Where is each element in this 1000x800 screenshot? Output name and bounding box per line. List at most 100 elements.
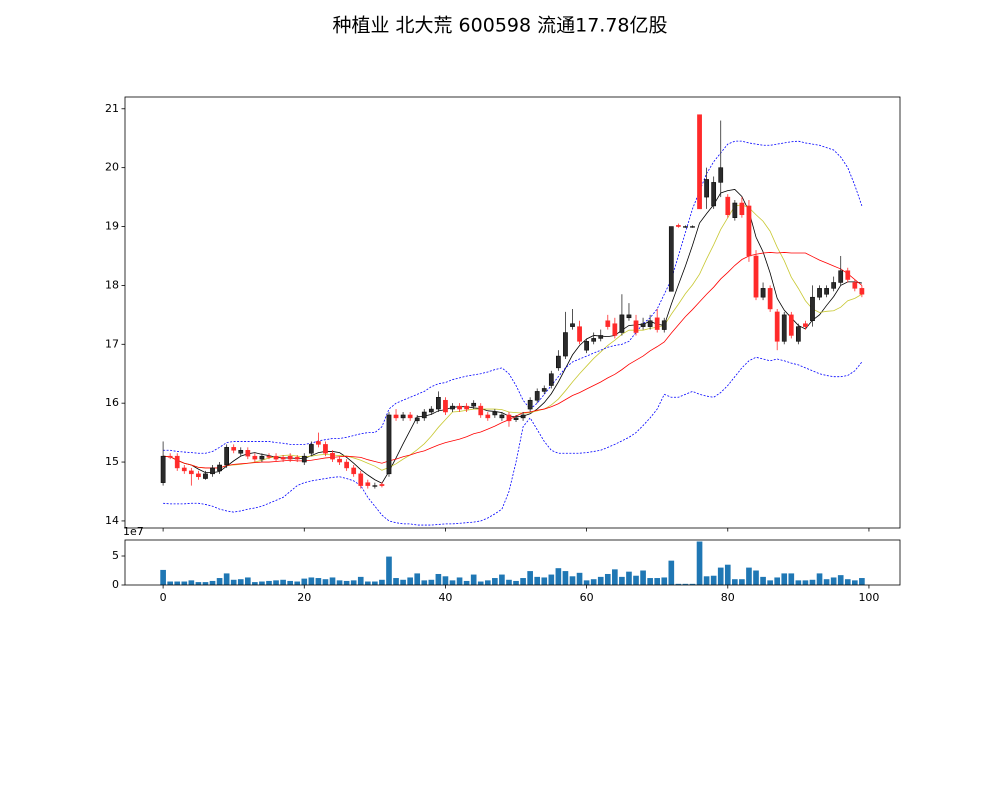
candle-body bbox=[718, 167, 724, 183]
volume-bar bbox=[237, 579, 244, 585]
candle-body bbox=[316, 441, 321, 445]
volume-bar bbox=[541, 577, 548, 585]
x-tick-label: 20 bbox=[297, 591, 311, 604]
candle-body bbox=[859, 288, 865, 295]
volume-bar bbox=[167, 581, 173, 585]
candle-body bbox=[414, 417, 420, 422]
candle-body bbox=[280, 457, 286, 460]
volume-bar bbox=[852, 580, 858, 585]
volume-bar bbox=[739, 579, 745, 585]
candle-body bbox=[577, 326, 582, 342]
volume-bar bbox=[195, 582, 202, 585]
candle-body bbox=[690, 226, 695, 228]
candle-body bbox=[188, 470, 194, 475]
volume-bar bbox=[449, 580, 456, 585]
candle-body bbox=[598, 335, 604, 339]
volume-bar bbox=[181, 581, 188, 585]
axes-frame bbox=[124, 96, 901, 529]
y-tick-label: 21 bbox=[105, 102, 119, 115]
volume-bar bbox=[633, 575, 639, 585]
volume-bar bbox=[837, 575, 844, 585]
candle-body bbox=[210, 467, 215, 475]
y-tick-label: 20 bbox=[105, 161, 119, 174]
volume-bar bbox=[732, 579, 738, 585]
volume-bar bbox=[336, 580, 343, 585]
volume-bar bbox=[273, 580, 279, 585]
volume-bar bbox=[604, 573, 611, 585]
volume-bar bbox=[668, 560, 675, 585]
volume-bar bbox=[626, 571, 632, 585]
volume-bar bbox=[372, 581, 378, 585]
candle-body bbox=[527, 399, 533, 410]
candle-body bbox=[181, 467, 187, 472]
candle-body bbox=[400, 414, 406, 419]
volume-bar bbox=[414, 573, 421, 585]
volume-bar bbox=[682, 583, 689, 585]
indicator-line bbox=[163, 204, 863, 471]
candle-body bbox=[308, 444, 314, 454]
candle-body bbox=[287, 455, 293, 460]
volume-bar bbox=[463, 580, 470, 585]
volume-bar bbox=[647, 578, 653, 585]
candle-body bbox=[323, 444, 328, 454]
candle-body bbox=[386, 414, 392, 475]
candle-body bbox=[774, 311, 780, 342]
volume-bar bbox=[364, 581, 371, 585]
volume-bar bbox=[266, 580, 272, 585]
axes-frame bbox=[124, 539, 901, 586]
y-tick-label: 19 bbox=[105, 220, 119, 233]
x-tick-label: 0 bbox=[160, 591, 167, 604]
candle-body bbox=[584, 341, 589, 351]
candle-body bbox=[760, 288, 766, 298]
x-tick-label: 60 bbox=[580, 591, 594, 604]
volume-bar bbox=[612, 569, 618, 585]
volume-bar bbox=[774, 577, 781, 585]
volume-bar bbox=[301, 578, 308, 585]
volume-bar bbox=[590, 579, 597, 585]
indicator-line bbox=[163, 189, 862, 484]
candle-body bbox=[351, 467, 357, 475]
candle-body bbox=[619, 314, 625, 333]
volume-bar bbox=[767, 580, 773, 585]
candle-body bbox=[711, 182, 717, 207]
candle-body bbox=[217, 464, 222, 472]
candle-body bbox=[676, 225, 681, 227]
candle-body bbox=[845, 270, 851, 280]
axis-offset-label: 1e7 bbox=[123, 525, 144, 538]
volume-bar bbox=[280, 579, 286, 585]
volume-bar bbox=[442, 576, 449, 585]
volume-bar bbox=[724, 564, 731, 585]
candle-body bbox=[683, 226, 688, 228]
volume-bar bbox=[287, 580, 293, 585]
indicator-line bbox=[163, 356, 863, 526]
volume-bar bbox=[717, 567, 724, 585]
candle-body bbox=[457, 405, 462, 410]
candle-body bbox=[478, 405, 484, 416]
volume-bar bbox=[696, 541, 703, 585]
candle-body bbox=[294, 457, 300, 460]
chart-title: 种植业 北大荒 600598 流通17.78亿股 bbox=[332, 15, 667, 37]
volume-bar bbox=[308, 577, 315, 585]
candle-body bbox=[238, 450, 244, 454]
volume-bar bbox=[534, 576, 541, 585]
candle-body bbox=[647, 320, 653, 327]
volume-bar bbox=[781, 573, 788, 585]
candle-body bbox=[803, 323, 808, 327]
volume-bar bbox=[760, 576, 766, 585]
volume-bar bbox=[407, 577, 413, 585]
volume-bar bbox=[329, 577, 336, 585]
candle-body bbox=[443, 399, 448, 413]
volume-bar bbox=[252, 582, 258, 585]
candle-body bbox=[534, 391, 540, 401]
candle-body bbox=[492, 411, 498, 416]
candle-body bbox=[464, 405, 469, 410]
volume-bar bbox=[788, 573, 795, 585]
candle-body bbox=[245, 450, 251, 457]
candle-body bbox=[428, 408, 434, 413]
candle-body bbox=[259, 455, 265, 460]
x-tick-label: 100 bbox=[858, 591, 879, 604]
candle-body bbox=[301, 455, 307, 463]
candle-body bbox=[485, 414, 491, 419]
